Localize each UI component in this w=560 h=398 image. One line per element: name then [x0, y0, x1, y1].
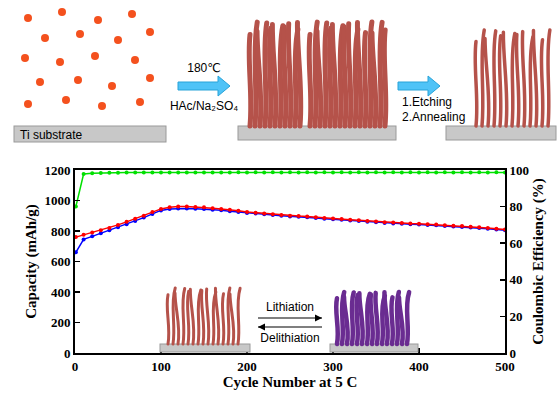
svg-text:0: 0	[510, 346, 516, 361]
svg-text:200: 200	[237, 359, 257, 374]
svg-text:Ti substrate: Ti substrate	[20, 128, 83, 142]
svg-text:400: 400	[409, 359, 429, 374]
svg-text:HAc/Na₂SO₄: HAc/Na₂SO₄	[170, 99, 238, 113]
svg-text:80: 80	[510, 199, 523, 214]
svg-text:800: 800	[51, 224, 71, 239]
svg-text:100: 100	[510, 163, 529, 178]
svg-text:500: 500	[495, 359, 515, 374]
svg-text:0: 0	[64, 346, 71, 361]
svg-text:Capacity (mAh/g): Capacity (mAh/g)	[23, 204, 40, 319]
svg-text:Lithiation: Lithiation	[266, 300, 314, 314]
svg-text:400: 400	[51, 285, 71, 300]
svg-text:180℃: 180℃	[187, 61, 221, 75]
svg-text:2.Annealing: 2.Annealing	[402, 110, 465, 124]
svg-text:40: 40	[510, 272, 523, 287]
svg-text:1000: 1000	[44, 193, 70, 208]
svg-text:1200: 1200	[44, 163, 70, 178]
svg-text:Delithiation: Delithiation	[260, 331, 319, 345]
svg-text:100: 100	[151, 359, 171, 374]
svg-text:300: 300	[323, 359, 343, 374]
svg-text:Coulombic Efficiency (%): Coulombic Efficiency (%)	[530, 178, 547, 345]
svg-text:600: 600	[51, 254, 71, 269]
svg-text:60: 60	[510, 236, 523, 251]
svg-text:200: 200	[51, 315, 71, 330]
svg-text:Cycle Number at 5 C: Cycle Number at 5 C	[223, 374, 358, 390]
svg-text:1.Etching: 1.Etching	[402, 95, 452, 109]
svg-text:20: 20	[510, 309, 523, 324]
svg-text:0: 0	[72, 359, 79, 374]
